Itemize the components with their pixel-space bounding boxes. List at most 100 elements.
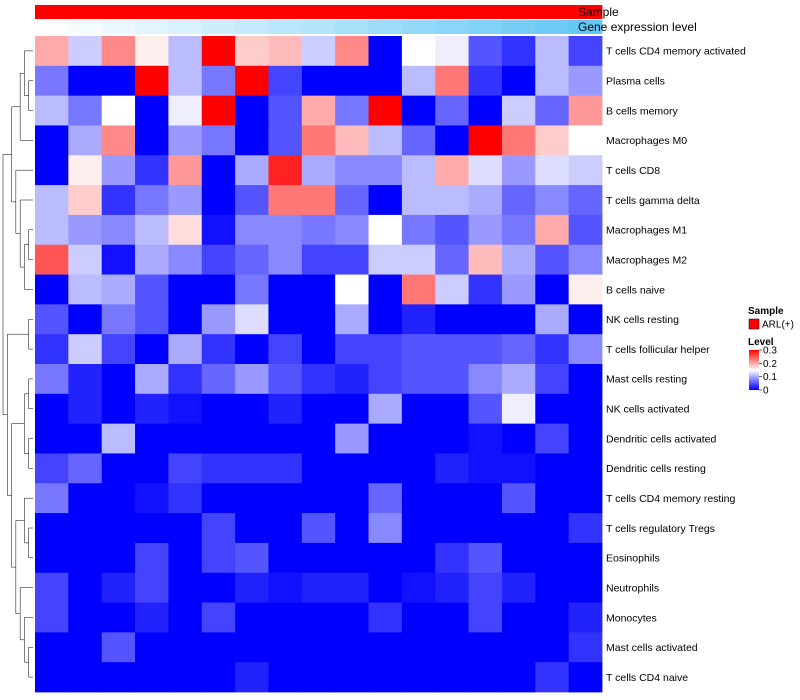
heatmap-cell: [501, 393, 536, 425]
heatmap-cell: [301, 274, 336, 305]
heatmap-cell: [568, 334, 603, 365]
heatmap-cell: [568, 483, 603, 514]
annotation-cell-sample: [68, 5, 103, 19]
heatmap-cell: [368, 393, 403, 425]
legend-level-ticks: 0.3 0.2 0.1 0: [759, 346, 777, 397]
heatmap-cell: [268, 244, 303, 275]
annotation-label-sample: Sample: [578, 5, 619, 19]
heatmap-cell: [535, 483, 570, 514]
heatmap-cell: [101, 244, 136, 275]
heatmap-cell: [501, 95, 536, 126]
legend-sample-swatch: [748, 318, 760, 330]
heatmap-cell: [268, 185, 303, 216]
row-label: T cells gamma delta: [606, 195, 700, 207]
heatmap-cell: [435, 274, 469, 305]
heatmap-cell: [435, 185, 469, 216]
heatmap-cell: [301, 95, 336, 126]
heatmap-cell: [135, 304, 169, 335]
heatmap-cell: [135, 244, 169, 275]
heatmap-cell: [568, 453, 603, 484]
heatmap-cell: [201, 602, 236, 633]
heatmap-cell: [535, 304, 570, 335]
annotation-cell-sample: [235, 5, 269, 19]
heatmap-cell: [468, 662, 503, 693]
heatmap-cell: [68, 423, 103, 454]
heatmap-cell: [401, 65, 436, 97]
row-label: NK cells activated: [606, 404, 690, 416]
heatmap-cell: [235, 185, 269, 216]
heatmap-cell: [68, 65, 103, 97]
heatmap-cell: [335, 274, 369, 305]
heatmap-cell: [368, 572, 403, 603]
heatmap-cell: [535, 185, 570, 216]
heatmap-cell: [501, 304, 536, 335]
heatmap-cell: [68, 572, 103, 603]
heatmap-cell: [435, 125, 469, 156]
heatmap-cell: [201, 483, 236, 514]
heatmap-cell: [335, 185, 369, 216]
heatmap-cell: [168, 453, 203, 484]
heatmap-cell: [501, 334, 536, 365]
heatmap-cell: [235, 274, 269, 305]
heatmap-cell: [235, 244, 269, 275]
heatmap-cell: [568, 513, 603, 544]
heatmap-cell: [35, 662, 69, 693]
heatmap-cell: [135, 125, 169, 156]
heatmap-cell: [135, 364, 169, 395]
annotation-cell-sample: [35, 5, 69, 19]
heatmap-cell: [268, 572, 303, 603]
heatmap-cell: [101, 125, 136, 156]
heatmap-cell: [35, 364, 69, 395]
heatmap-cell: [501, 662, 536, 693]
heatmap-cell: [135, 185, 169, 216]
annotation-cell-gene-expression: [101, 20, 136, 34]
legend: Sample ARL(+) Level 0.3 0.2 0.1 0: [748, 306, 794, 397]
heatmap-cell: [135, 572, 169, 603]
heatmap-cell: [401, 423, 436, 454]
heatmap-cell: [201, 423, 236, 454]
heatmap-cell: [335, 244, 369, 275]
heatmap-cell: [535, 662, 570, 693]
heatmap-cell: [68, 483, 103, 514]
heatmap-cell: [401, 662, 436, 693]
heatmap-cell: [435, 483, 469, 514]
heatmap-cell: [201, 244, 236, 275]
heatmap-cell: [35, 483, 69, 514]
heatmap-cell: [401, 513, 436, 544]
heatmap-cell: [235, 125, 269, 156]
row-labels: T cells CD4 memory activated Plasma cells…: [606, 46, 746, 684]
heatmap-cell: [468, 334, 503, 365]
legend-level-title: Level: [748, 337, 774, 348]
heatmap-cell: [168, 334, 203, 365]
heatmap-cell: [235, 423, 269, 454]
heatmap-cell: [468, 244, 503, 275]
heatmap-cell: [201, 304, 236, 335]
heatmap-cell: [568, 214, 603, 246]
heatmap-cell: [501, 155, 536, 186]
row-label: Plasma cells: [606, 76, 665, 88]
row-label: Dendritic cells activated: [606, 433, 716, 445]
heatmap-cell: [568, 36, 603, 67]
heatmap-cell: [101, 572, 136, 603]
heatmap-cell: [435, 572, 469, 603]
heatmap-cell: [35, 334, 69, 365]
heatmap-cell: [501, 572, 536, 603]
heatmap-cell: [368, 125, 403, 156]
heatmap-cell: [535, 602, 570, 633]
heatmap-cell: [568, 662, 603, 693]
heatmap-cell: [168, 393, 203, 425]
heatmap-cell: [168, 125, 203, 156]
heatmap-cell: [235, 36, 269, 67]
heatmap-cell: [435, 364, 469, 395]
heatmap-cell: [335, 125, 369, 156]
row-label: B cells memory: [606, 105, 679, 117]
heatmap-cell: [201, 632, 236, 663]
row-label: T cells follicular helper: [606, 344, 710, 356]
heatmap-cell: [135, 95, 169, 126]
heatmap-cell: [268, 65, 303, 97]
heatmap-cell: [68, 304, 103, 335]
heatmap-cell: [101, 542, 136, 574]
heatmap-cell: [301, 542, 336, 574]
heatmap-cell: [335, 662, 369, 693]
